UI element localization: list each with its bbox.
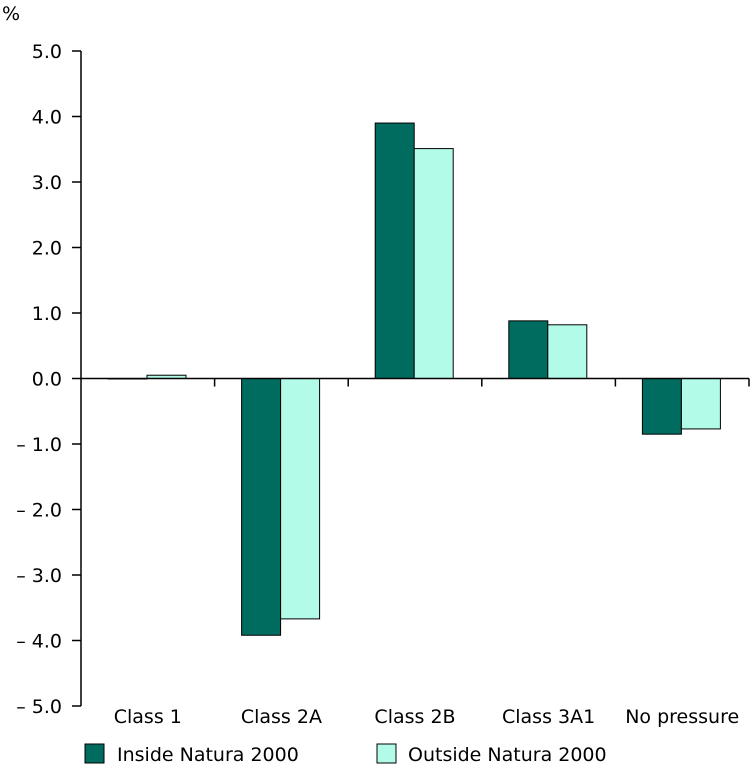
legend-swatch-outside xyxy=(376,743,397,764)
legend-label-inside: Inside Natura 2000 xyxy=(117,744,299,766)
x-category-label: Class 2A xyxy=(241,706,322,728)
y-tick-label: 1.0 xyxy=(32,303,62,325)
y-tick-label: 2.0 xyxy=(32,238,62,260)
legend: Inside Natura 2000 Outside Natura 2000 xyxy=(84,743,607,766)
x-axis xyxy=(81,377,750,387)
y-tick-label: 4.0 xyxy=(32,107,62,129)
bar xyxy=(413,148,454,379)
x-category-label: Class 3A1 xyxy=(502,706,595,728)
y-tick-label: 3.0 xyxy=(32,172,62,194)
legend-label-outside: Outside Natura 2000 xyxy=(408,744,607,766)
x-category-label: Class 1 xyxy=(114,706,182,728)
bars xyxy=(107,122,721,636)
y-unit-label: % xyxy=(2,3,20,25)
x-category-label: Class 2B xyxy=(374,706,455,728)
legend-swatch-inside xyxy=(84,743,105,764)
y-tick-label: 5.0 xyxy=(32,41,62,63)
bar xyxy=(547,324,588,380)
bar xyxy=(241,378,282,636)
y-tick-label: – 3.0 xyxy=(16,565,62,587)
y-tick-label: – 1.0 xyxy=(16,434,62,456)
bar xyxy=(280,378,321,620)
y-tick-label: – 2.0 xyxy=(16,500,62,522)
category-labels: Class 1 Class 2A Class 2B Class 3A1 No press… xyxy=(114,706,739,728)
bar xyxy=(641,378,682,435)
bar xyxy=(508,320,549,379)
y-tick-label: – 4.0 xyxy=(16,631,62,653)
y-tick-label: 0.0 xyxy=(32,369,62,391)
bar xyxy=(374,122,415,379)
bar xyxy=(680,378,721,430)
x-category-label: No pressure xyxy=(625,706,739,728)
y-tick-label: – 5.0 xyxy=(16,696,62,718)
y-axis: 5.0 4.0 3.0 2.0 1.0 0.0 – 1.0 – 2.0 – 3.0 – 4.0 – … xyxy=(16,41,82,718)
